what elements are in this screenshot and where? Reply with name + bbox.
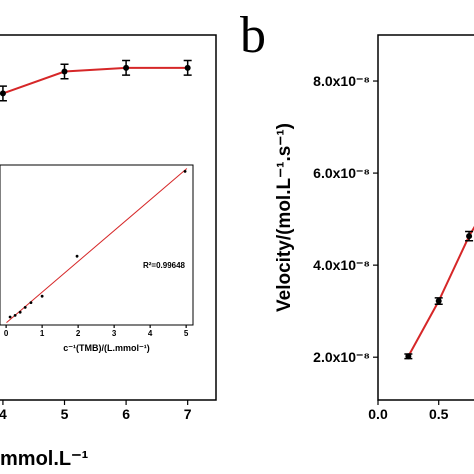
plot-frame — [0, 164, 194, 326]
x-tick-label: 0.5 — [429, 406, 449, 422]
data-point — [18, 310, 22, 314]
data-point — [466, 233, 473, 240]
x-tick-label: 4 — [148, 329, 153, 338]
data-point — [40, 294, 44, 298]
data-point — [29, 301, 33, 304]
panel-label: b — [240, 7, 266, 64]
data-point — [435, 298, 442, 305]
x-tick-label: 7 — [184, 406, 192, 422]
chart — [0, 164, 194, 326]
x-tick-label: 0.0 — [368, 406, 388, 422]
data-point — [75, 254, 79, 258]
x-tick-label: 5 — [184, 329, 189, 338]
x-axis-label: mmol.L⁻¹ — [0, 448, 89, 470]
data-point — [8, 315, 12, 319]
y-tick-label: 8.0x10⁻⁸ — [313, 73, 370, 89]
y-tick-label: 4.0x10⁻⁸ — [313, 257, 370, 273]
y-tick-label: 2.0x10⁻⁸ — [313, 349, 370, 365]
fit-line — [6, 168, 188, 323]
y-axis-label: Velocity/(mol.L⁻¹.s⁻¹) — [274, 123, 295, 312]
data-line — [407, 225, 474, 357]
data-point — [0, 90, 6, 97]
data-point — [184, 64, 191, 71]
plot-frame — [0, 34, 217, 401]
x-tick-label: 4 — [0, 406, 7, 422]
x-tick-label: 3 — [112, 329, 117, 338]
x-tick-label: 6 — [122, 406, 130, 422]
data-point — [123, 64, 130, 71]
data-point — [405, 353, 412, 360]
data-point — [61, 68, 68, 75]
x-tick-label: 2 — [76, 329, 81, 338]
chart — [0, 34, 217, 401]
data-point — [13, 314, 17, 317]
y-tick-label: 6.0x10⁻⁸ — [313, 165, 370, 181]
data-point — [23, 306, 27, 309]
x-tick-label: 5 — [61, 406, 69, 422]
x-tick-label: 1 — [40, 329, 45, 338]
data-line — [2, 66, 188, 95]
data-point — [183, 170, 187, 173]
annotation: R²=0.99648 — [143, 261, 186, 270]
x-axis-label: c⁻¹(TMB)/(L.mmol⁻¹) — [63, 343, 149, 353]
plot-frame — [377, 34, 474, 401]
x-tick-label: 0 — [4, 329, 9, 338]
chart — [377, 34, 474, 401]
